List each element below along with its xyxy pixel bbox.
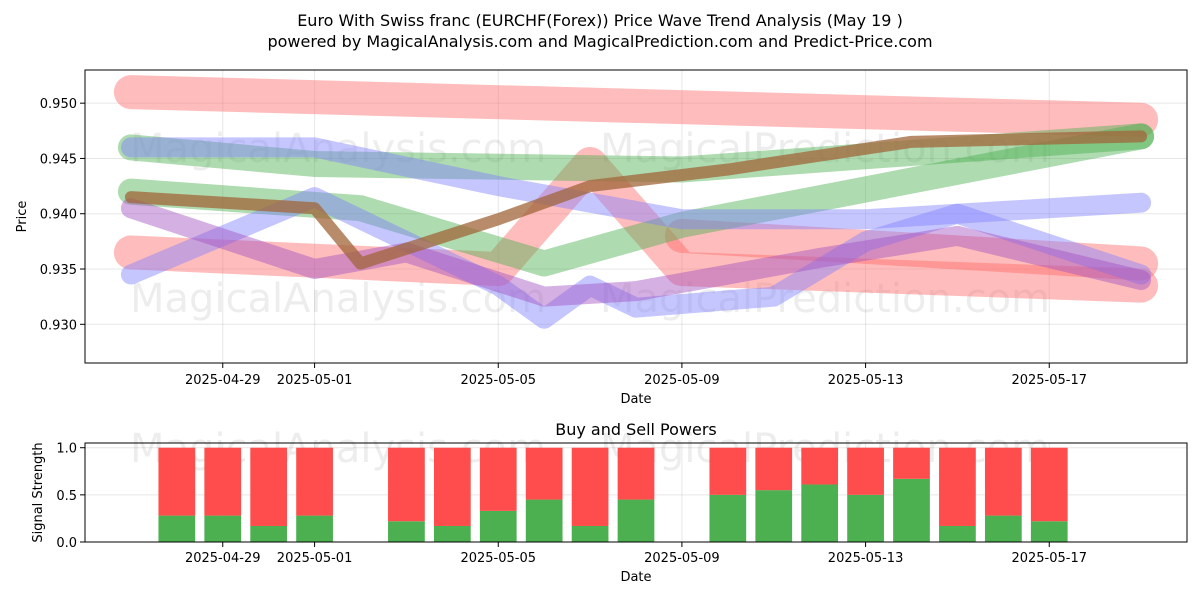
buy-bar: [847, 494, 884, 542]
watermark-text: MagicalAnalysis.com: [130, 126, 546, 172]
watermark-text: MagicalAnalysis.com: [130, 426, 546, 472]
buy-bar: [984, 515, 1022, 542]
bar-x-tick-label: 2025-05-05: [460, 551, 536, 566]
sell-bar: [296, 447, 333, 516]
bar-chart-title: Buy and Sell Powers: [555, 420, 717, 439]
watermark: MagicalAnalysis.com MagicalPrediction.com…: [130, 126, 1050, 322]
x-tick-label: 2025-04-29: [185, 373, 261, 388]
wave-band-purple: [120, 198, 1152, 307]
buy-bar: [571, 525, 609, 542]
sell-bar: [709, 447, 747, 495]
sell-bar: [479, 447, 517, 511]
buy-sell-panel: Buy and Sell PowersMagicalAnalysis.comMa…: [31, 420, 1188, 585]
buy-bar: [801, 484, 839, 542]
watermark-text: MagicalPrediction.com: [600, 276, 1050, 322]
x-tick-label: 2025-05-13: [828, 373, 904, 388]
wave-band-blue: [120, 187, 1152, 329]
bar-x-tick-label: 2025-05-17: [1011, 551, 1087, 566]
chart-subtitle: powered by MagicalAnalysis.com and Magic…: [267, 32, 932, 51]
wave-band-red: [113, 75, 1159, 137]
buy-bar: [617, 499, 655, 542]
wave-band-blue: [120, 137, 1152, 230]
sell-bar: [388, 447, 425, 522]
x-tick-label: 2025-05-17: [1011, 373, 1087, 388]
price-plot-frame: [84, 69, 1188, 364]
bar-x-tick-label: 2025-05-01: [277, 551, 353, 566]
buy-bar: [388, 521, 425, 542]
price-panel: MagicalAnalysis.com MagicalPrediction.com…: [15, 69, 1188, 407]
buy-bar: [296, 515, 333, 542]
bar-x-tick-label: 2025-05-09: [644, 551, 720, 566]
price-grid: [85, 70, 1187, 363]
y-tick-label: 0.935: [40, 263, 77, 278]
y-tick-label: 0.945: [40, 152, 77, 167]
sell-bar: [984, 447, 1022, 516]
x-tick-label: 2025-05-05: [460, 373, 536, 388]
sell-bar: [801, 447, 839, 485]
buy-bar: [479, 510, 517, 542]
sell-bar: [755, 447, 793, 491]
wave-band-green: [117, 123, 1155, 183]
bar-y-tick-label: 0.0: [56, 536, 77, 551]
buy-bar: [433, 525, 471, 542]
buy-bar: [250, 525, 288, 542]
y-tick-label: 0.940: [40, 208, 77, 223]
sell-bar: [250, 447, 288, 526]
bar-plot-frame: [84, 442, 1188, 543]
sell-bar: [617, 447, 655, 500]
bar-y-tick-label: 0.5: [56, 489, 77, 504]
sell-bar: [204, 447, 242, 516]
buy-bar: [1030, 521, 1068, 542]
watermark-text: MagicalAnalysis.com: [130, 276, 546, 322]
x-tick-label: 2025-05-01: [277, 373, 353, 388]
buy-bar: [893, 478, 930, 542]
buy-bar: [939, 525, 976, 542]
y-tick-label: 0.950: [40, 97, 77, 112]
sell-bar: [847, 447, 884, 495]
chart-title: Euro With Swiss franc (EURCHF(Forex)) Pr…: [297, 11, 903, 30]
sell-bar: [525, 447, 563, 500]
bar-x-tick-label: 2025-05-13: [828, 551, 904, 566]
buy-bar: [709, 494, 747, 542]
signal-bars: [158, 447, 1068, 542]
bar-y-tick-label: 1.0: [56, 442, 77, 457]
buy-bar: [525, 499, 563, 542]
sell-bar: [1030, 447, 1068, 522]
bar-x-axis-label: Date: [620, 570, 651, 585]
x-axis-label: Date: [620, 392, 651, 407]
sell-bar: [433, 447, 471, 526]
buy-bar: [204, 515, 242, 542]
buy-bar: [158, 515, 196, 542]
bar-y-axis-label: Signal Strength: [31, 442, 46, 542]
sell-bar: [939, 447, 976, 526]
sell-bar: [893, 447, 930, 479]
wave-band-red: [664, 218, 1159, 281]
wave-band-brown: [124, 130, 1148, 270]
sell-bar: [158, 447, 196, 516]
wave-bands: [113, 75, 1159, 329]
bar-x-tick-label: 2025-04-29: [185, 551, 261, 566]
sell-bar: [571, 447, 609, 526]
buy-bar: [755, 490, 793, 542]
x-tick-label: 2025-05-09: [644, 373, 720, 388]
y-tick-label: 0.930: [40, 318, 77, 333]
y-axis-label: Price: [15, 201, 30, 233]
